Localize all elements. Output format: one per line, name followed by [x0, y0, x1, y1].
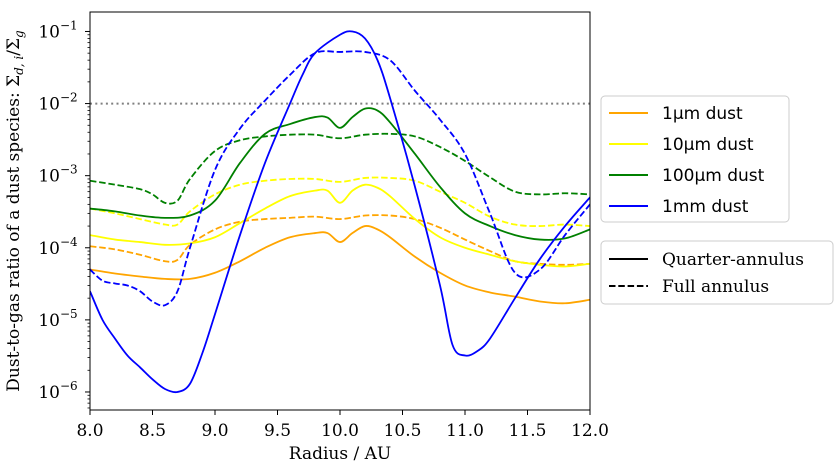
- y-tick-exponent: −3: [60, 163, 78, 177]
- legend-species-box: [600, 95, 790, 223]
- series-line-2: [90, 183, 590, 268]
- y-tick-label: 10: [38, 167, 60, 187]
- series-line-3: [90, 176, 590, 227]
- y-tick-label: 10: [38, 95, 60, 115]
- legend-label-0: 1μm dust: [662, 104, 743, 124]
- legend-species: 1μm dust 10μm dust 100μm dust 1mm dust: [600, 95, 790, 223]
- x-tick-label: 8.5: [139, 421, 166, 441]
- y-tick-exponent: −5: [60, 307, 78, 321]
- legend-label-3: 1mm dust: [662, 197, 749, 217]
- legend-label-1: 10μm dust: [662, 135, 754, 155]
- legend-styles-box: [600, 240, 834, 305]
- legend-styles: Quarter-annulus Full annulus: [600, 240, 834, 305]
- y-tick-label: 10: [38, 22, 60, 42]
- x-tick-label: 10.0: [321, 421, 359, 441]
- x-tick-label: 11.0: [446, 421, 484, 441]
- plot-frame: [89, 11, 591, 411]
- x-axis-label: Radius / AU: [289, 444, 391, 464]
- legend-style-label-0: Quarter-annulus: [662, 250, 804, 270]
- series-line-6: [90, 30, 590, 394]
- series-line-4: [90, 107, 590, 241]
- y-tick-label: 10: [38, 311, 60, 331]
- y-axis: 10−110−210−310−410−510−6: [38, 18, 90, 409]
- y-tick-exponent: −2: [60, 91, 78, 105]
- x-tick-label: 10.5: [384, 421, 422, 441]
- legend-label-2: 100μm dust: [662, 166, 765, 186]
- series-line-1: [90, 214, 590, 266]
- x-tick-label: 8.0: [76, 421, 103, 441]
- y-tick-exponent: −4: [60, 235, 78, 249]
- y-tick-label: 10: [38, 239, 60, 259]
- y-tick-label: 10: [38, 383, 60, 403]
- y-axis-label: Dust-to-gas ratio of a dust species: Σd,…: [4, 30, 26, 392]
- series-layer: [90, 30, 590, 394]
- y-tick-exponent: −1: [60, 18, 78, 32]
- x-axis: 8.0 8.5 9.0 9.5 10.0 10.5 11.0 11.5 12.0: [76, 410, 609, 441]
- x-tick-label: 9.5: [264, 421, 291, 441]
- series-line-0: [90, 225, 590, 305]
- x-tick-label: 11.5: [509, 421, 547, 441]
- y-tick-exponent: −6: [60, 379, 78, 393]
- x-tick-label: 9.0: [201, 421, 228, 441]
- series-line-5: [90, 132, 590, 205]
- legend-style-label-1: Full annulus: [662, 277, 769, 297]
- x-tick-label: 12.0: [571, 421, 609, 441]
- series-line-7: [90, 50, 590, 307]
